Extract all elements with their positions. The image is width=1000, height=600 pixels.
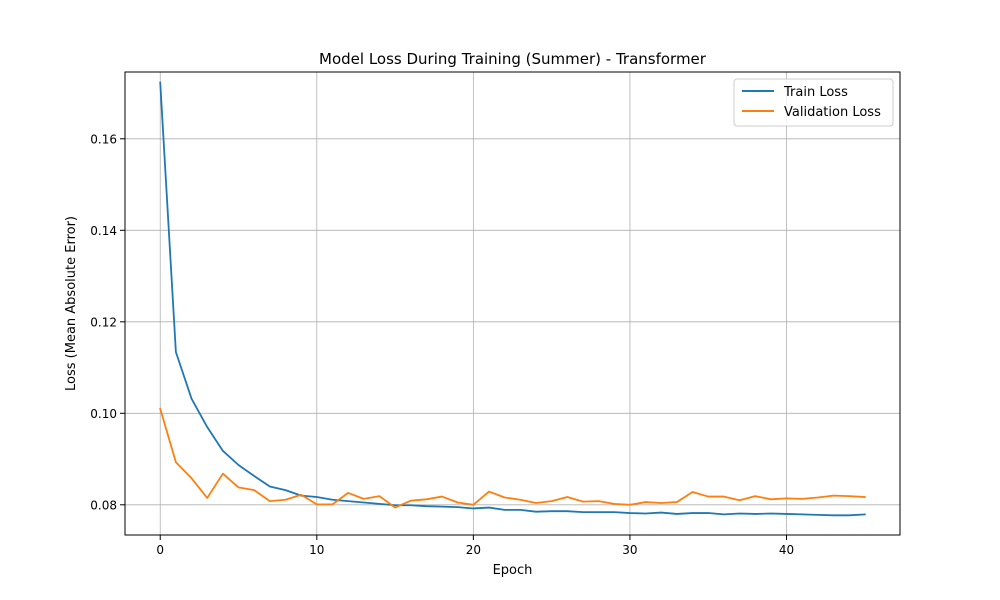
y-tick-label: 0.10: [90, 407, 117, 421]
x-tick-label: 30: [622, 543, 637, 557]
x-tick-label: 40: [779, 543, 794, 557]
y-tick-label: 0.12: [90, 315, 117, 329]
plot-frame: [124, 71, 901, 536]
axis-ticks: 0 10 20 30 40 0.08 0.10 0.12 0.14 0.16: [90, 132, 794, 557]
chart-title: Model Loss During Training (Summer) - Tr…: [319, 50, 707, 68]
x-tick-label: 0: [156, 543, 164, 557]
series-line-validation-loss: [159, 407, 866, 509]
legend-label-train-loss: Train Loss: [783, 85, 848, 100]
legend-label-validation-loss: Validation Loss: [784, 105, 881, 120]
series-lines: [159, 81, 866, 517]
y-tick-label: 0.14: [90, 224, 117, 238]
series-line-train-loss: [159, 81, 866, 517]
y-axis-label: Loss (Mean Absolute Error): [64, 216, 79, 391]
x-axis-label: Epoch: [493, 563, 533, 578]
grid: [125, 72, 900, 535]
x-tick-label: 20: [466, 543, 481, 557]
y-tick-label: 0.08: [90, 498, 117, 512]
x-tick-label: 10: [309, 543, 324, 557]
legend: Train Loss Validation Loss: [733, 78, 894, 127]
y-tick-label: 0.16: [90, 132, 117, 146]
